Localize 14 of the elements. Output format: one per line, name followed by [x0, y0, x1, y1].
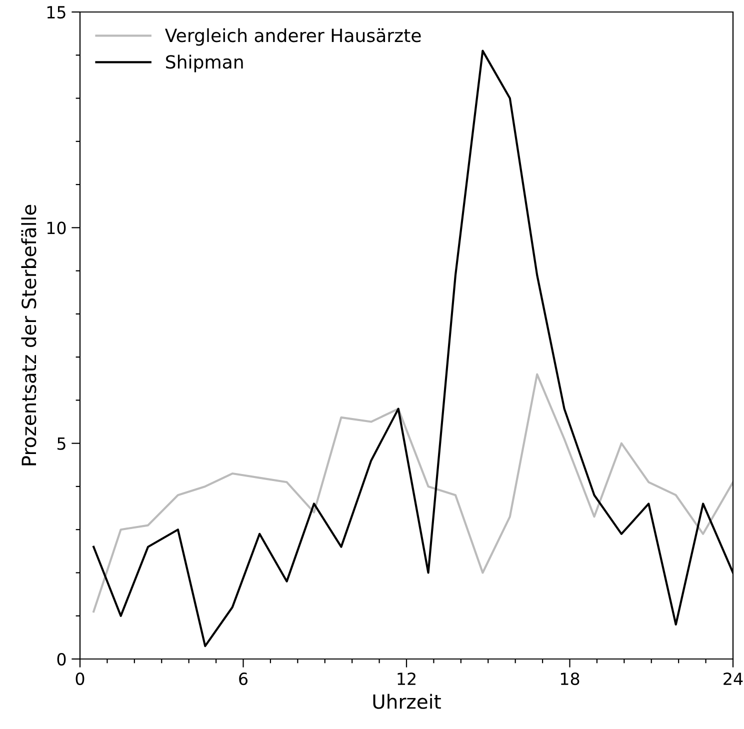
x-tick-label: 0	[76, 672, 84, 686]
line-series	[92, 373, 733, 613]
legend-label: Shipman	[166, 54, 243, 72]
x-tick-label: 6	[239, 672, 248, 686]
x-axis-title: Uhrzeit	[373, 694, 441, 709]
x-tick-label: 24	[724, 672, 743, 685]
y-tick-label: 10	[47, 222, 66, 234]
y-axis-title: Prozentsatz der Sterbefälle	[21, 204, 36, 466]
y-tick-label: 5	[57, 438, 66, 450]
y-tick-label: 15	[47, 6, 66, 19]
x-tick-label: 18	[560, 672, 580, 686]
y-tick-label: 0	[57, 652, 66, 666]
x-tick-label: 12	[398, 672, 416, 685]
legend-label: Vergleich anderer Hausärzte	[165, 28, 421, 46]
